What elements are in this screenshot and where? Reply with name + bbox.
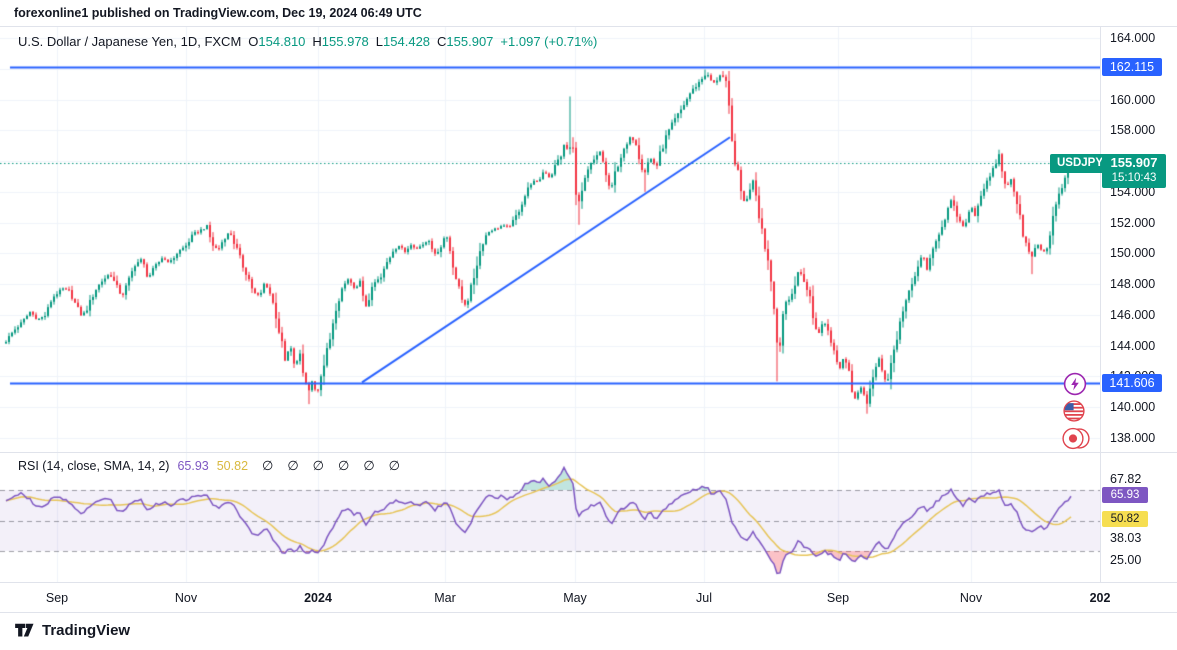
price-tick: 154.000: [1110, 184, 1156, 199]
price-axis-separator: [1100, 27, 1101, 582]
rsi-ma-value: 50.82: [216, 459, 249, 473]
tradingview-mark-icon: [15, 623, 34, 637]
price-chart-canvas[interactable]: [0, 27, 1100, 452]
price-tick: 150.000: [1110, 246, 1156, 261]
rsi-tick: 67.82: [1110, 472, 1142, 486]
last-price-marker: USDJPY: [1050, 154, 1111, 173]
symbol-title: U.S. Dollar / Japanese Yen, 1D, FXCM: [18, 34, 242, 49]
time-label: Nov: [959, 591, 983, 605]
ohlc-value: 155.978: [321, 34, 369, 49]
bar-countdown: 15:10:43: [1111, 171, 1157, 184]
hidden-plot-icon: ∅: [338, 458, 350, 473]
rsi-title: RSI (14, close, SMA, 14, 2): [18, 459, 170, 473]
rsi-pane-canvas[interactable]: [0, 452, 1100, 582]
price-tick: 138.000: [1110, 430, 1156, 445]
ohlc-values: O154.810 H155.978 L154.428 C155.907: [241, 34, 493, 49]
time-label: Nov: [174, 591, 198, 605]
time-label: 2024: [304, 591, 332, 605]
tradingview-logo[interactable]: TradingView: [14, 622, 130, 639]
publish-text: forexonline1 published on TradingView.co…: [14, 6, 422, 20]
price-tick: 144.000: [1110, 338, 1156, 353]
hidden-plot-icon: ∅: [388, 458, 400, 473]
hidden-plot-icon: ∅: [312, 458, 324, 473]
pane-separator[interactable]: [0, 452, 1177, 453]
rsi-legend[interactable]: RSI (14, close, SMA, 14, 2) 65.93 50.82 ∅ ∅ ∅…: [18, 458, 400, 474]
us-flag-icon[interactable]: [1063, 400, 1085, 427]
time-label: Jul: [696, 591, 712, 605]
time-axis[interactable]: Sep Nov 2024 Mar May Jul Sep Nov 202: [0, 582, 1177, 613]
price-tick: 148.000: [1110, 277, 1156, 292]
time-label: Sep: [826, 591, 850, 605]
hidden-plot-icon: ∅: [262, 458, 274, 473]
rsi-value: 65.93: [177, 459, 209, 473]
tradingview-brand-text: TradingView: [42, 622, 131, 639]
rsi-ma-value-label: 50.82: [1102, 511, 1148, 527]
ohlc-key: O: [248, 34, 259, 49]
japan-flag-icon[interactable]: [1062, 427, 1091, 455]
resistance-price-label: 162.115: [1102, 57, 1162, 76]
price-tick: 146.000: [1110, 307, 1156, 322]
symbol-legend[interactable]: U.S. Dollar / Japanese Yen, 1D, FXCM O154…: [18, 34, 597, 49]
price-tick: 158.000: [1110, 123, 1156, 138]
footer-bar: TradingView: [0, 613, 1177, 650]
hidden-plot-icon: ∅: [363, 458, 375, 473]
ohlc-key: L: [375, 34, 384, 49]
hidden-plot-icon: ∅: [287, 458, 299, 473]
economic-event-lightning-icon[interactable]: [1063, 372, 1087, 401]
rsi-tick: 38.03: [1110, 531, 1142, 545]
change-value: +1.097 (+0.71%): [500, 34, 598, 49]
time-label: Mar: [434, 591, 456, 605]
price-tick: 160.000: [1110, 92, 1156, 107]
rsi-tick: 25.00: [1110, 553, 1142, 567]
time-label: May: [563, 591, 587, 605]
price-tick: 140.000: [1110, 400, 1156, 415]
ohlc-key: H: [312, 34, 322, 49]
last-price-label: 155.907 15:10:43: [1102, 153, 1166, 188]
last-price-value: 155.907: [1110, 154, 1158, 170]
rsi-hidden-plots: ∅ ∅ ∅ ∅ ∅ ∅: [248, 458, 400, 473]
price-tick: 152.000: [1110, 215, 1156, 230]
ohlc-value: 155.907: [446, 34, 494, 49]
publish-bar: forexonline1 published on TradingView.co…: [0, 0, 1177, 27]
time-label: Sep: [45, 591, 69, 605]
ohlc-key: C: [437, 34, 447, 49]
price-tick: 164.000: [1110, 31, 1156, 45]
time-label: 202: [1089, 591, 1111, 605]
ohlc-value: 154.810: [258, 34, 306, 49]
rsi-value-label: 65.93: [1102, 487, 1148, 503]
ohlc-value: 154.428: [383, 34, 431, 49]
support-price-label: 141.606: [1102, 373, 1162, 392]
